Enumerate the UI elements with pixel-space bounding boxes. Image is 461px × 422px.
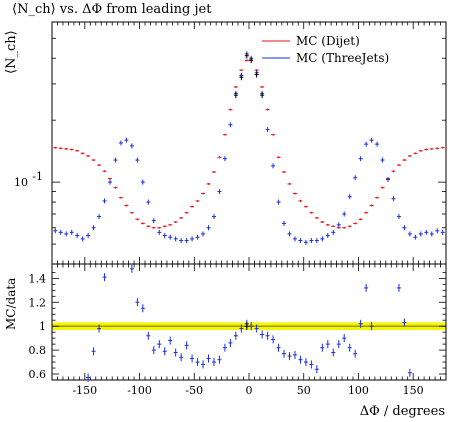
x-tick-label: -150: [72, 384, 97, 397]
x-tick-label: 100: [348, 384, 369, 397]
ratio-y-tick-label: 0.8: [29, 344, 47, 357]
y-tick-label-exponent: -1: [32, 170, 43, 183]
y-tick-label: 10: [14, 176, 28, 189]
ratio-y-tick-label: 0.6: [29, 368, 47, 381]
ratio-y-tick-label: 1.2: [29, 296, 47, 309]
x-tick-label: 150: [403, 384, 424, 397]
x-tick-label: -50: [185, 384, 203, 397]
legend-threejets-label: MC (ThreeJets): [296, 51, 389, 65]
chart-title: ⟨N_ch⟩ vs. ΔΦ from leading jet: [12, 2, 212, 17]
legend-dijet-label: MC (Dijet): [296, 34, 360, 48]
x-axis-label: ΔΦ / degrees: [359, 404, 445, 419]
y-axis-label-top: ⟨N_ch⟩: [4, 30, 19, 74]
x-tick-label: 50: [297, 384, 311, 397]
x-tick-label: 0: [246, 384, 253, 397]
ratio-y-tick-label: 1.4: [29, 272, 47, 285]
ratio-plot-frame: [51, 263, 447, 381]
ratio-y-tick-label: 1: [39, 320, 46, 333]
y-axis-label-ratio: MC/data: [4, 277, 18, 330]
x-tick-label: -100: [127, 384, 152, 397]
